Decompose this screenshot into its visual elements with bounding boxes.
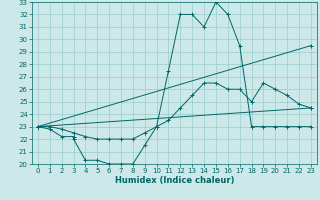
X-axis label: Humidex (Indice chaleur): Humidex (Indice chaleur) <box>115 176 234 185</box>
